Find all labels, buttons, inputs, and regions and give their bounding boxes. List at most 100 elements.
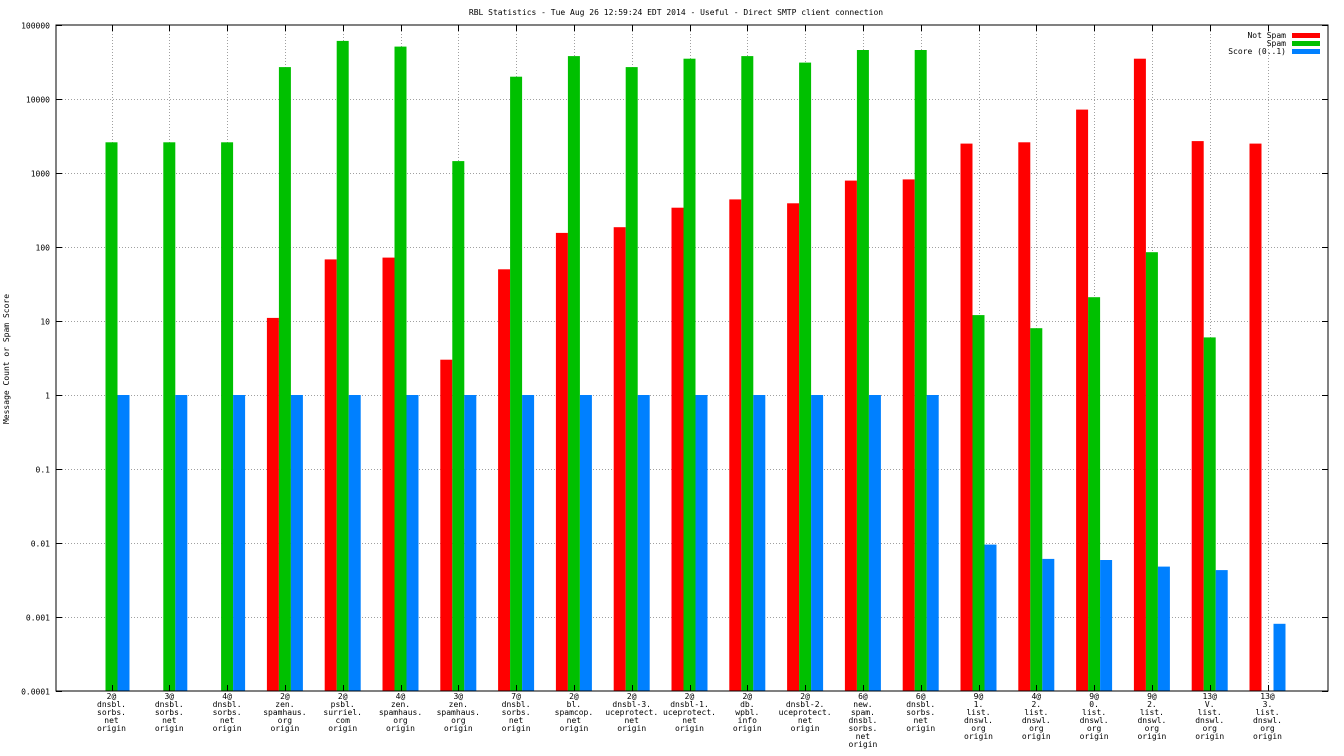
bar-not-spam — [440, 359, 453, 691]
x-tick-label: 2@ dnsbl. sorbs. net origin — [97, 692, 126, 733]
bar-spam — [683, 58, 696, 691]
bar-score-0-1 — [984, 544, 997, 691]
chart-title: RBL Statistics - Tue Aug 26 12:59:24 EDT… — [469, 8, 883, 17]
bar-score-0-1 — [1100, 560, 1113, 691]
y-tick-label: 0.0001 — [21, 688, 50, 697]
x-tick-label: 9@ 2. list. dnswl. org origin — [1137, 692, 1166, 741]
bar-not-spam — [844, 180, 857, 691]
legend-label: Score (0..1) — [1228, 47, 1286, 56]
legend-label: Not Spam — [1247, 31, 1286, 40]
bar-spam — [856, 50, 869, 691]
bar-score-0-1 — [175, 395, 188, 691]
x-tick-label: 4@ dnsbl. sorbs. net origin — [213, 692, 242, 733]
bar-spam — [510, 76, 523, 691]
bar-score-0-1 — [348, 395, 361, 691]
bar-not-spam — [1249, 143, 1262, 692]
bar-spam — [105, 142, 118, 692]
x-tick-label: 9@ 1. list. dnswl. org origin — [964, 692, 993, 741]
bar-spam — [625, 67, 638, 692]
bar-score-0-1 — [753, 395, 766, 691]
x-tick-label: 2@ dnsbl-1. uceprotect. net origin — [663, 692, 716, 733]
bar-not-spam — [382, 257, 395, 691]
x-tick-label: 6@ new. spam. dnsbl. sorbs. net origin — [848, 692, 877, 749]
y-tick-label: 0.001 — [26, 614, 50, 623]
legend-label: Spam — [1267, 39, 1286, 48]
x-tick-label: 2@ zen. spamhaus. org origin — [263, 692, 306, 733]
legend-swatch — [1292, 33, 1320, 38]
bar-score-0-1 — [522, 395, 535, 691]
bar-score-0-1 — [1042, 558, 1055, 691]
bar-not-spam — [555, 232, 568, 691]
bar-spam — [1203, 337, 1216, 691]
bar-score-0-1 — [637, 395, 650, 691]
bar-not-spam — [498, 269, 511, 691]
bar-not-spam — [1191, 141, 1204, 692]
bar-not-spam — [729, 199, 742, 691]
bar-score-0-1 — [811, 395, 824, 691]
x-tick-label: 7@ dnsbl. sorbs. net origin — [502, 692, 531, 733]
bar-spam — [1088, 297, 1101, 691]
legend-swatch — [1292, 49, 1320, 54]
bar-not-spam — [1076, 109, 1089, 692]
bar-not-spam — [613, 227, 626, 691]
x-tick-label: 3@ dnsbl. sorbs. net origin — [155, 692, 184, 733]
y-tick-label: 1000 — [31, 170, 50, 179]
axis-ticks: 0.0001 0.001 0.01 0.1 1 10 100 1000 10000 100000 2… — [21, 22, 1328, 749]
bar-not-spam — [1018, 142, 1031, 692]
plot-frame — [55, 24, 1329, 692]
y-tick-label: 100 — [36, 244, 51, 253]
bar-spam — [163, 142, 176, 692]
bar-spam — [799, 62, 812, 692]
bar-spam — [914, 50, 927, 691]
bar-spam — [221, 142, 234, 692]
x-tick-label: 2@ db. wpbl. info origin — [733, 692, 762, 733]
bar-spam — [1030, 328, 1043, 691]
bar-score-0-1 — [1215, 570, 1228, 691]
bar-spam — [567, 56, 580, 692]
bar-score-0-1 — [233, 395, 246, 691]
bar-spam — [278, 67, 291, 692]
legend-swatch — [1292, 41, 1320, 46]
x-tick-label: 2@ psbl. surriel. com origin — [323, 692, 362, 733]
bar-score-0-1 — [406, 395, 419, 691]
x-tick-label: 4@ 2. list. dnswl. org origin — [1022, 692, 1051, 741]
bar-score-0-1 — [579, 395, 592, 691]
x-tick-label: 9@ 0. list. dnswl. org origin — [1080, 692, 1109, 741]
y-tick-label: 0.01 — [31, 540, 50, 549]
bar-not-spam — [324, 259, 337, 691]
x-tick-label: 4@ zen. spamhaus. org origin — [379, 692, 422, 733]
x-tick-label: 2@ dnsbl-3. uceprotect. net origin — [605, 692, 658, 733]
x-tick-label: 2@ bl. spamcop. net origin — [555, 692, 594, 733]
bar-score-0-1 — [290, 395, 303, 691]
bar-score-0-1 — [1157, 566, 1170, 691]
y-tick-label: 10000 — [26, 96, 50, 105]
bars — [105, 40, 1286, 692]
bar-spam — [1145, 252, 1158, 691]
y-axis-label: Message Count or Spam Score — [2, 294, 11, 424]
bar-score-0-1 — [117, 395, 130, 691]
x-tick-label: 13@ 3. list. dnswl. org origin — [1253, 692, 1282, 741]
bar-spam — [741, 56, 754, 692]
x-tick-label: 3@ zen. spamhaus. org origin — [437, 692, 480, 733]
bar-not-spam — [671, 207, 684, 691]
bar-spam — [394, 46, 407, 692]
y-tick-label: 1 — [45, 392, 50, 401]
bar-score-0-1 — [926, 395, 939, 691]
bar-spam — [452, 161, 465, 692]
bar-not-spam — [902, 179, 915, 691]
y-tick-label: 100000 — [21, 22, 50, 31]
bar-not-spam — [1133, 58, 1146, 691]
bar-score-0-1 — [464, 395, 477, 691]
bar-spam — [972, 315, 985, 691]
bar-spam — [336, 40, 349, 691]
y-tick-label: 0.1 — [36, 466, 51, 475]
x-tick-label: 6@ dnsbl. sorbs. net origin — [906, 692, 935, 733]
x-tick-label: 13@ V. list. dnswl. org origin — [1195, 692, 1224, 741]
bar-score-0-1 — [868, 395, 881, 691]
bar-not-spam — [266, 317, 279, 691]
bar-score-0-1 — [1273, 623, 1286, 691]
bar-not-spam — [960, 143, 973, 692]
y-tick-label: 10 — [40, 318, 50, 327]
